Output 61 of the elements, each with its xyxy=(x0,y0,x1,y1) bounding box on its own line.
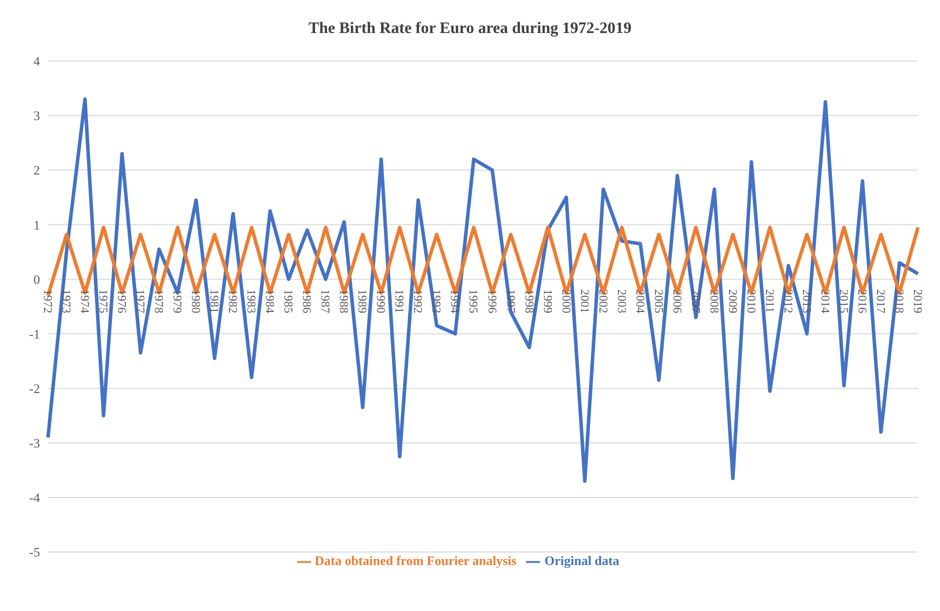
x-tick-label: 1974 xyxy=(78,289,92,314)
x-tick-label: 2005 xyxy=(652,289,666,314)
x-tick-label: 2016 xyxy=(855,289,870,314)
legend-label: Original data xyxy=(544,553,620,568)
x-tick-label: 1973 xyxy=(60,289,74,314)
x-tick-label: 1995 xyxy=(466,289,481,314)
x-tick-label: 1984 xyxy=(263,289,278,314)
x-tick-label: 1975 xyxy=(96,289,111,314)
x-tick-label: 1981 xyxy=(208,289,222,314)
x-tick-label: 1996 xyxy=(485,289,500,314)
x-tick-label: 1982 xyxy=(226,289,240,314)
x-tick-label: 2018 xyxy=(892,289,906,314)
x-tick-label: 2011 xyxy=(762,289,777,313)
x-tick-label: 1990 xyxy=(374,289,388,314)
x-tick-label: 1993 xyxy=(430,289,444,314)
y-tick-label: -1 xyxy=(29,326,40,342)
y-tick-label: 4 xyxy=(34,54,40,69)
x-tick-label: 2003 xyxy=(614,289,629,314)
x-tick-label: 2006 xyxy=(670,289,684,314)
legend-label: Data obtained from Fourier analysis xyxy=(314,553,516,568)
y-tick-label: 0 xyxy=(34,272,40,287)
x-tick-label: 1986 xyxy=(300,289,314,314)
y-tick-label: -3 xyxy=(29,436,40,451)
y-tick-label: 3 xyxy=(34,108,40,124)
x-tick-label: 2007 xyxy=(688,289,703,314)
x-tick-label: 2019 xyxy=(911,289,925,314)
x-tick-label: 1987 xyxy=(318,289,333,314)
x-tick-label: 1985 xyxy=(282,289,296,314)
x-tick-label: 2012 xyxy=(781,289,796,314)
x-tick-label: 2004 xyxy=(633,289,648,314)
x-tick-label: 1980 xyxy=(189,289,204,314)
y-tick-label: -2 xyxy=(29,380,40,396)
x-tick-label: 1999 xyxy=(540,289,555,314)
x-tick-label: 1991 xyxy=(392,289,407,314)
x-tick-label: 2009 xyxy=(726,289,740,314)
x-tick-label: 2015 xyxy=(836,289,851,314)
x-tick-label: 2008 xyxy=(707,289,722,314)
x-tick-label: 1992 xyxy=(411,289,426,314)
x-tick-label: 1977 xyxy=(134,289,148,314)
y-tick-label: -5 xyxy=(29,544,40,560)
x-tick-label: 1983 xyxy=(244,289,259,314)
y-tick-label: 2 xyxy=(34,162,40,178)
x-tick-label: 2013 xyxy=(800,289,814,314)
x-tick-label: 2000 xyxy=(559,289,574,314)
x-tick-label: 2010 xyxy=(744,289,758,314)
y-tick-label: -4 xyxy=(29,490,40,506)
x-tick-label: 2002 xyxy=(596,289,610,314)
x-tick-label: 1998 xyxy=(522,289,536,314)
x-tick-label: 1976 xyxy=(115,289,130,314)
x-tick-label: 2001 xyxy=(578,289,592,314)
x-tick-label: 1994 xyxy=(448,289,462,314)
x-tick-label: 2014 xyxy=(818,289,832,314)
y-tick-label: 1 xyxy=(34,217,40,232)
x-tick-label: 1978 xyxy=(152,289,166,314)
x-tick-label: 1972 xyxy=(41,289,55,314)
chart-title: The Birth Rate for Euro area during 1972-2019 xyxy=(307,20,633,38)
x-tick-label: 2017 xyxy=(874,289,888,314)
x-tick-label: 1997 xyxy=(504,289,518,314)
x-tick-label: 1988 xyxy=(337,289,352,314)
x-tick-label: 1989 xyxy=(356,289,370,314)
x-tick-label: 1979 xyxy=(170,289,185,314)
